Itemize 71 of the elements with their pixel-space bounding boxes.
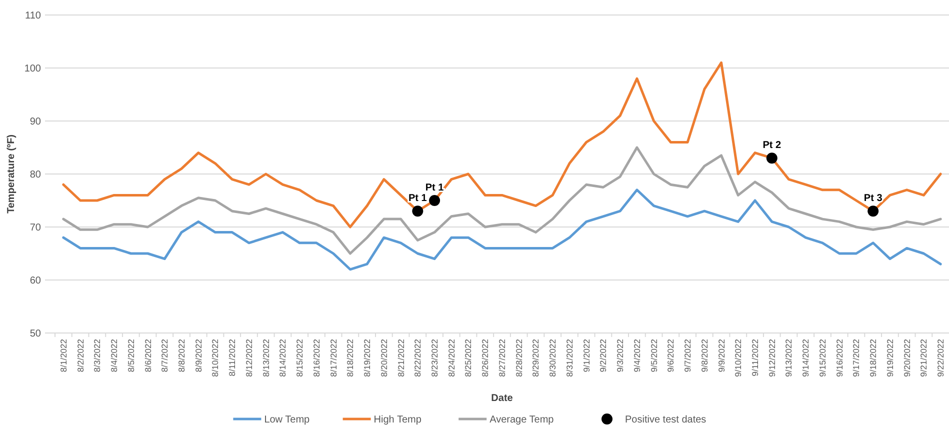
x-tick-label: 8/22/2022 (412, 338, 423, 377)
y-tick-label: 70 (30, 222, 42, 234)
x-tick-label: 8/17/2022 (328, 338, 338, 377)
legend-label: Average Temp (490, 414, 554, 426)
x-tick-label: 8/29/2022 (530, 338, 541, 377)
x-tick-label: 8/7/2022 (160, 338, 170, 372)
x-tick-label: 9/20/2022 (902, 338, 912, 377)
x-tick-label: 8/28/2022 (514, 338, 524, 377)
x-tick-label: 9/15/2022 (817, 338, 828, 377)
x-tick-label: 9/4/2022 (632, 338, 642, 372)
x-tick-label: 9/12/2022 (766, 338, 777, 377)
x-tick-label: 8/19/2022 (362, 338, 372, 377)
x-tick-label: 8/5/2022 (126, 338, 136, 372)
x-tick-label: 8/31/2022 (564, 338, 574, 377)
x-tick-label: 8/15/2022 (294, 338, 305, 377)
x-tick-label: 9/9/2022 (716, 338, 726, 372)
x-tick-label: 8/8/2022 (176, 338, 186, 372)
x-tick-label: 9/5/2022 (648, 338, 659, 372)
x-tick-label: 9/16/2022 (834, 338, 844, 377)
x-tick-label: 8/16/2022 (311, 338, 322, 377)
x-tick-label: 8/18/2022 (345, 338, 356, 377)
y-tick-label: 110 (25, 10, 42, 22)
x-tick-label: 8/6/2022 (142, 338, 153, 372)
x-tick-label: 8/20/2022 (378, 338, 389, 377)
x-tick-label: 9/11/2022 (750, 338, 760, 376)
x-tick-label: 8/13/2022 (260, 338, 271, 377)
x-tick-label: 9/19/2022 (884, 338, 895, 377)
x-tick-label: 8/26/2022 (480, 338, 490, 377)
y-tick-label: 90 (30, 116, 42, 128)
x-tick-label: 9/13/2022 (784, 338, 794, 377)
y-tick-label: 100 (24, 64, 42, 74)
x-tick-label: 8/25/2022 (463, 338, 474, 377)
x-tick-label: 8/12/2022 (244, 338, 254, 377)
legend-label: Positive test dates (625, 414, 706, 426)
annotation: Pt 1 (425, 182, 444, 194)
x-tick-label: 8/2/2022 (75, 338, 86, 372)
x-tick-label: 8/9/2022 (193, 338, 204, 372)
y-tick-label: 60 (30, 276, 42, 286)
legend-label: High Temp (374, 414, 422, 426)
x-tick-label: 8/3/2022 (92, 338, 102, 372)
y-tick-label: 80 (30, 170, 42, 180)
x-tick-label: 9/2/2022 (598, 338, 608, 372)
legend-label: Low Temp (264, 414, 310, 426)
x-tick-label: 8/23/2022 (430, 338, 440, 377)
x-tick-label: 9/1/2022 (581, 338, 592, 372)
annotation: Pt 3 (864, 193, 883, 204)
x-tick-label: 9/17/2022 (851, 338, 862, 377)
x-tick-label: 9/3/2022 (615, 338, 626, 372)
line-series (62, 61, 942, 228)
x-tick-label: 9/7/2022 (682, 338, 693, 372)
x-tick-label: 8/24/2022 (446, 338, 456, 377)
x-axis-title: Date (491, 393, 514, 404)
y-axis-title: Temperature (ºF) (6, 134, 17, 214)
x-tick-label: 8/30/2022 (548, 338, 558, 377)
x-tick-label: 9/22/2022 (936, 338, 946, 377)
y-tick-label: 50 (30, 328, 42, 340)
x-tick-label: 8/14/2022 (278, 338, 288, 377)
x-tick-label: 8/4/2022 (109, 338, 120, 372)
x-tick-label: 8/21/2022 (396, 338, 406, 377)
x-tick-label: 9/21/2022 (918, 338, 929, 377)
x-tick-label: 8/27/2022 (496, 338, 507, 377)
x-tick-label: 9/10/2022 (733, 338, 744, 377)
x-tick-label: 8/11/2022 (227, 338, 238, 376)
x-tick-label: 8/10/2022 (210, 338, 220, 377)
annotation: Pt 1 (408, 193, 428, 204)
x-tick-label: 8/1/2022 (58, 338, 68, 372)
x-tick-label: 9/18/2022 (868, 338, 878, 377)
x-tick-label: 9/6/2022 (666, 338, 676, 372)
annotation: Pt 2 (762, 140, 782, 152)
x-tick-label: 9/8/2022 (699, 338, 710, 372)
x-tick-label: 9/14/2022 (800, 338, 811, 377)
